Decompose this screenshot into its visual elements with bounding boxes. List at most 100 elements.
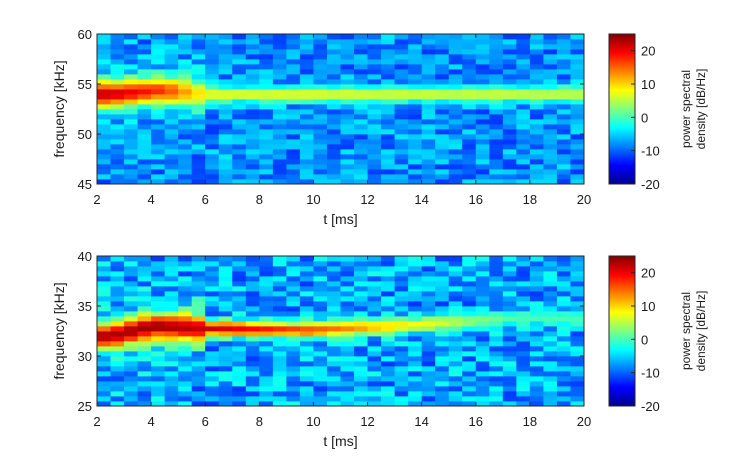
heatmap-cell: [151, 109, 166, 115]
heatmap-cell: [313, 396, 328, 402]
heatmap-cell: [151, 149, 166, 155]
heatmap-cell: [232, 301, 247, 307]
heatmap-cell: [543, 164, 558, 170]
heatmap-cell: [448, 256, 463, 262]
heatmap-cell: [272, 381, 287, 387]
heatmap-cell: [164, 174, 179, 180]
heatmap-cell: [340, 169, 355, 175]
heatmap-cell: [354, 316, 368, 322]
heatmap-cell: [164, 301, 179, 307]
heatmap-cell: [191, 139, 206, 145]
heatmap-cell: [340, 174, 355, 180]
heatmap-cell: [354, 346, 368, 352]
heatmap-cell: [191, 64, 206, 70]
heatmap-cell: [408, 109, 423, 115]
heatmap-cell: [529, 356, 544, 362]
heatmap-cell: [164, 104, 179, 110]
heatmap-cell: [97, 381, 111, 387]
heatmap-cell: [367, 59, 382, 65]
heatmap-cell: [326, 336, 341, 342]
heatmap-cell: [286, 174, 301, 180]
heatmap-cell: [421, 336, 436, 342]
heatmap-cell: [164, 386, 179, 392]
heatmap-cell: [232, 169, 247, 175]
heatmap-cell: [543, 109, 558, 115]
heatmap-cell: [272, 391, 287, 397]
heatmap-cell: [313, 311, 328, 317]
heatmap-cell: [435, 94, 450, 100]
heatmap-cell: [232, 336, 247, 342]
heatmap-cell: [286, 366, 301, 372]
heatmap-cell: [462, 301, 477, 307]
heatmap-cell: [191, 346, 206, 352]
heatmap-cell: [475, 49, 490, 55]
heatmap-cell: [191, 54, 206, 60]
heatmap-cell: [462, 69, 477, 75]
heatmap-cell: [313, 169, 328, 175]
heatmap-cell: [556, 109, 571, 115]
heatmap-cell: [408, 376, 423, 382]
colorbar-tick-label: 0: [641, 332, 648, 347]
heatmap-cell: [475, 376, 490, 382]
heatmap-cell: [326, 79, 341, 85]
heatmap-cell: [448, 291, 463, 297]
heatmap-cell: [259, 59, 274, 65]
heatmap-cell: [313, 371, 328, 377]
heatmap-cell: [435, 144, 450, 150]
heatmap-cell: [299, 301, 314, 307]
heatmap-cell: [272, 34, 287, 40]
heatmap-cell: [516, 361, 531, 367]
heatmap-cell: [421, 271, 436, 277]
heatmap-cell: [286, 109, 301, 115]
heatmap-cell: [421, 99, 436, 105]
heatmap-cell: [462, 114, 477, 120]
heatmap-cell: [475, 311, 490, 317]
y-tick-label: 25: [78, 399, 92, 414]
heatmap-cell: [394, 401, 409, 407]
heatmap-cell: [191, 119, 206, 125]
heatmap-cell: [381, 49, 396, 55]
heatmap-cell: [124, 401, 138, 407]
heatmap-cell: [462, 119, 477, 125]
heatmap-cell: [516, 396, 531, 402]
heatmap-cell: [475, 139, 490, 145]
heatmap-cell: [178, 336, 193, 342]
heatmap-cell: [502, 134, 517, 140]
heatmap-cell: [556, 391, 571, 397]
heatmap-cell: [448, 139, 463, 145]
heatmap-cell: [272, 59, 287, 65]
heatmap-cell: [448, 361, 463, 367]
heatmap-cell: [151, 174, 166, 180]
heatmap-cell: [178, 134, 193, 140]
heatmap-cell: [151, 84, 166, 90]
heatmap-cell: [394, 371, 409, 377]
heatmap-cell: [462, 271, 477, 277]
heatmap-cell: [313, 391, 328, 397]
heatmap-cell: [164, 39, 179, 45]
heatmap-cell: [340, 124, 355, 130]
heatmap-cell: [286, 386, 301, 392]
heatmap-cell: [259, 89, 274, 95]
heatmap-cell: [97, 391, 111, 397]
heatmap-cell: [516, 256, 531, 262]
heatmap-cell: [381, 174, 396, 180]
heatmap-cell: [502, 99, 517, 105]
heatmap-cell: [354, 381, 368, 387]
heatmap-cell: [340, 296, 355, 302]
heatmap-cell: [232, 396, 247, 402]
heatmap-cell: [408, 34, 423, 40]
heatmap-cell: [299, 169, 314, 175]
heatmap-cell: [421, 391, 436, 397]
heatmap-cell: [570, 361, 585, 367]
heatmap-cell: [164, 69, 179, 75]
heatmap-cell: [408, 89, 423, 95]
heatmap-cell: [489, 291, 504, 297]
heatmap-cell: [475, 321, 490, 327]
heatmap-cell: [529, 134, 544, 140]
heatmap-cell: [394, 316, 409, 322]
heatmap-cell: [570, 311, 585, 317]
x-axis-label: t [ms]: [323, 211, 357, 227]
heatmap-cell: [218, 296, 233, 302]
heatmap-cell: [421, 306, 436, 312]
heatmap-cell: [164, 271, 179, 277]
